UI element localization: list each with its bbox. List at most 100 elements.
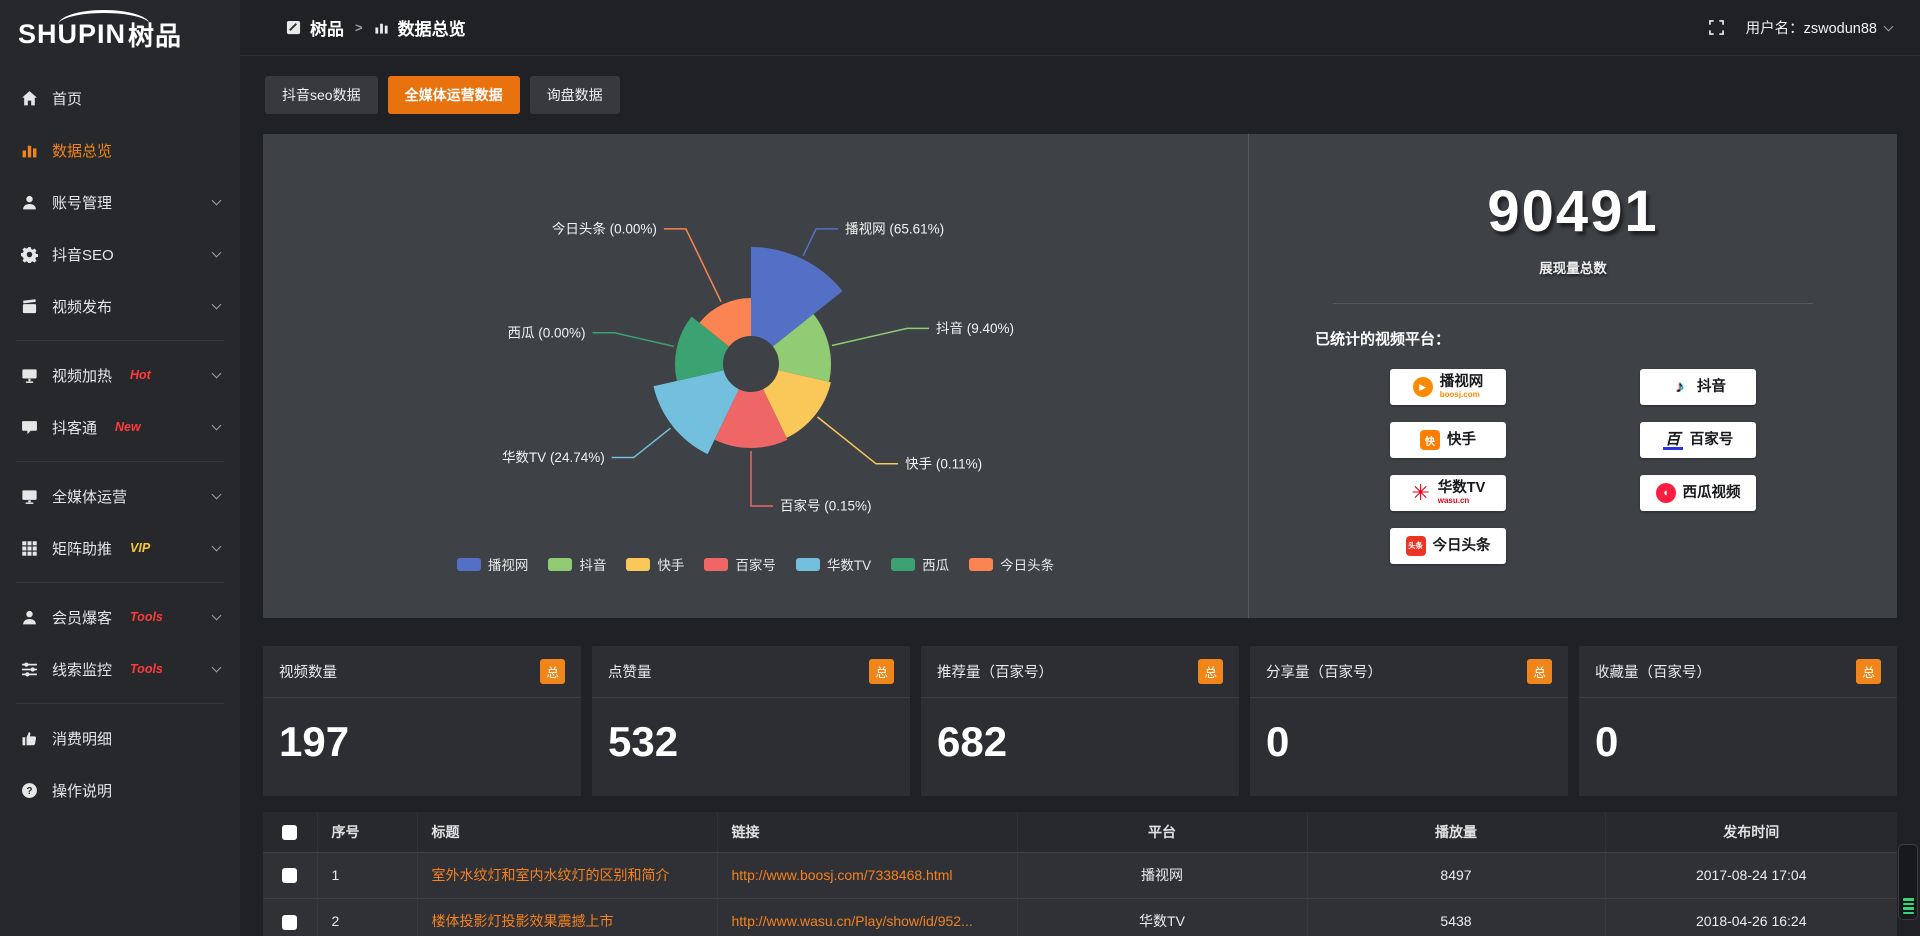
stat-card-title: 推荐量（百家号）	[937, 665, 1053, 681]
legend-item-华数TV[interactable]: 华数TV	[795, 554, 872, 574]
tab-全媒体运营数据[interactable]: 全媒体运营数据	[387, 76, 520, 114]
platform-badge-今日头条[interactable]: 头条 今日头条	[1390, 528, 1506, 564]
chevron-down-icon	[211, 368, 222, 379]
cell-no: 1	[316, 852, 417, 898]
sidebar-item-会员爆客[interactable]: 会员爆客 Tools	[0, 591, 240, 643]
stat-card-推荐量（百家号）: 推荐量（百家号） 总 682	[921, 646, 1239, 796]
legend-label: 播视网	[487, 558, 529, 573]
sidebar-item-label: 线索监控	[52, 661, 113, 679]
stat-card-title: 视频数量	[279, 665, 337, 681]
sidebar-item-线索监控[interactable]: 线索监控 Tools	[0, 643, 240, 695]
sidebar-item-账号管理[interactable]: 账号管理	[0, 176, 240, 228]
pie-slice-西瓜[interactable]	[674, 316, 730, 381]
cell-link[interactable]: http://www.wasu.cn/Play/show/id/952...	[716, 898, 1017, 936]
legend-item-快手[interactable]: 快手	[626, 554, 684, 574]
video-table: 序号 标题 链接 平台 播放量 发布时间 1 室外水纹灯和室内水纹灯的区别和简介 http:/…	[263, 812, 1897, 936]
legend-swatch	[704, 557, 729, 571]
platform-badge-抖音[interactable]: ♪ 抖音	[1640, 369, 1756, 405]
chevron-down-icon	[211, 610, 222, 621]
chart-legend: 播视网 抖音 快手 百家号 华数TV 西瓜 今日头条	[263, 554, 1248, 574]
stat-card-视频数量: 视频数量 总 197	[263, 646, 581, 796]
cell-platform: 播视网	[1016, 852, 1307, 898]
screen-icon	[20, 366, 38, 384]
pie-slice-抖音[interactable]	[772, 314, 831, 382]
chevron-down-icon	[211, 541, 222, 552]
pie-label-西瓜: 西瓜 (0.00%)	[507, 325, 585, 340]
sidebar-item-数据总览[interactable]: 数据总览	[0, 124, 240, 176]
breadcrumb-chart-icon	[375, 23, 388, 34]
platform-badge-快手[interactable]: 快快手	[1390, 422, 1506, 458]
stat-card-分享量（百家号）: 分享量（百家号） 总 0	[1250, 646, 1568, 796]
platform-badge-百家号[interactable]: 百百家号	[1640, 422, 1756, 458]
stat-card-收藏量（百家号）: 收藏量（百家号） 总 0	[1579, 646, 1897, 796]
legend-item-今日头条[interactable]: 今日头条	[969, 554, 1054, 574]
sidebar-item-视频加热[interactable]: 视频加热 Hot	[0, 349, 240, 401]
pie-slice-快手[interactable]	[763, 370, 831, 438]
cell-title[interactable]: 室外水纹灯和室内水纹灯的区别和简介	[416, 852, 717, 898]
sidebar-item-label: 数据总览	[52, 142, 113, 160]
stat-card-title: 收藏量（百家号）	[1595, 665, 1711, 681]
legend-item-抖音[interactable]: 抖音	[548, 554, 606, 574]
legend-item-播视网[interactable]: 播视网	[456, 554, 529, 574]
column-header-序号: 序号	[316, 812, 417, 852]
platform-badge-华数TV[interactable]: ✳ 华数TV wasu.cn	[1390, 475, 1506, 511]
chevron-down-icon	[211, 489, 222, 500]
sidebar-divider	[16, 703, 224, 704]
user-menu[interactable]: 用户名：zswodun88	[1746, 17, 1894, 38]
sidebar-item-首页[interactable]: 首页	[0, 72, 240, 124]
column-header-链接: 链接	[716, 812, 1017, 852]
pie-label-line-西瓜	[592, 332, 675, 348]
table-header-row: 序号 标题 链接 平台 播放量 发布时间	[263, 812, 1897, 852]
legend-label: 快手	[657, 558, 685, 573]
legend-label: 百家号	[735, 558, 776, 573]
bar-chart-icon	[20, 141, 38, 159]
total-badge[interactable]: 总	[1856, 659, 1881, 684]
legend-item-百家号[interactable]: 百家号	[704, 554, 776, 574]
monitor-icon	[20, 487, 38, 505]
breadcrumb-separator: >	[355, 20, 363, 35]
row-checkbox[interactable]	[282, 914, 298, 930]
boosj-logo-icon: ▶	[1412, 377, 1433, 397]
legend-label: 华数TV	[826, 558, 872, 573]
total-badge[interactable]: 总	[1198, 659, 1223, 684]
breadcrumb-item-root[interactable]: 树品	[310, 20, 344, 39]
sidebar-item-消费明细[interactable]: 消费明细	[0, 712, 240, 764]
sidebar-divider	[16, 340, 224, 341]
cell-title[interactable]: 楼体投影灯投影效果震撼上市	[416, 898, 717, 936]
total-badge[interactable]: 总	[540, 659, 565, 684]
sidebar-item-抖客通[interactable]: 抖客通 New	[0, 401, 240, 453]
video-upload-icon	[20, 297, 38, 315]
cell-time: 2018-04-26 16:24	[1604, 898, 1897, 936]
platform-badge-播视网[interactable]: ▶ 播视网 boosj.com	[1390, 369, 1506, 405]
pie-label-播视网: 播视网 (65.61%)	[845, 221, 944, 236]
total-badge[interactable]: 总	[869, 659, 894, 684]
sidebar-item-抖音SEO[interactable]: 抖音SEO	[0, 228, 240, 280]
pie-slice-今日头条[interactable]	[699, 298, 751, 347]
sidebar-item-矩阵助推[interactable]: 矩阵助推 VIP	[0, 522, 240, 574]
sidebar-item-全媒体运营[interactable]: 全媒体运营	[0, 470, 240, 522]
overview-panel: 播视网 (65.61%) 抖音 (9.40%) 快手 (0.11%) 百家号 (0.1…	[263, 134, 1897, 618]
floating-widget[interactable]	[1898, 844, 1918, 920]
sidebar-item-label: 消费明细	[52, 730, 113, 748]
fullscreen-icon[interactable]	[1708, 20, 1724, 35]
select-all-checkbox[interactable]	[282, 825, 298, 841]
pie-slice-华数TV[interactable]	[653, 370, 739, 455]
sidebar-item-label: 视频发布	[52, 298, 113, 316]
pie-slice-百家号[interactable]	[714, 389, 788, 448]
tab-询盘数据[interactable]: 询盘数据	[529, 76, 620, 114]
chevron-down-icon	[211, 299, 222, 310]
row-checkbox[interactable]	[282, 868, 298, 884]
sidebar-item-视频发布[interactable]: 视频发布	[0, 280, 240, 332]
sidebar-item-label: 视频加热	[52, 367, 113, 385]
chevron-down-icon	[211, 247, 222, 258]
rose-chart-area: 播视网 (65.61%) 抖音 (9.40%) 快手 (0.11%) 百家号 (0.1…	[263, 134, 1248, 618]
tab-抖音seo数据[interactable]: 抖音seo数据	[265, 76, 378, 114]
platform-badge-西瓜视频[interactable]: ◖ 西瓜视频	[1640, 475, 1756, 511]
total-badge[interactable]: 总	[1527, 659, 1552, 684]
sidebar-item-操作说明[interactable]: ? 操作说明	[0, 764, 240, 816]
breadcrumb: 树品 > 数据总览	[286, 15, 466, 40]
cell-link[interactable]: http://www.boosj.com/7338468.html	[716, 852, 1017, 898]
legend-item-西瓜[interactable]: 西瓜	[891, 554, 949, 574]
sidebar-nav: 首页数据总览账号管理 抖音SEO 视频发布视频加热 Hot 抖客通 New 全媒体运营 矩阵助…	[0, 72, 240, 816]
pie-slice-播视网[interactable]	[751, 247, 843, 347]
